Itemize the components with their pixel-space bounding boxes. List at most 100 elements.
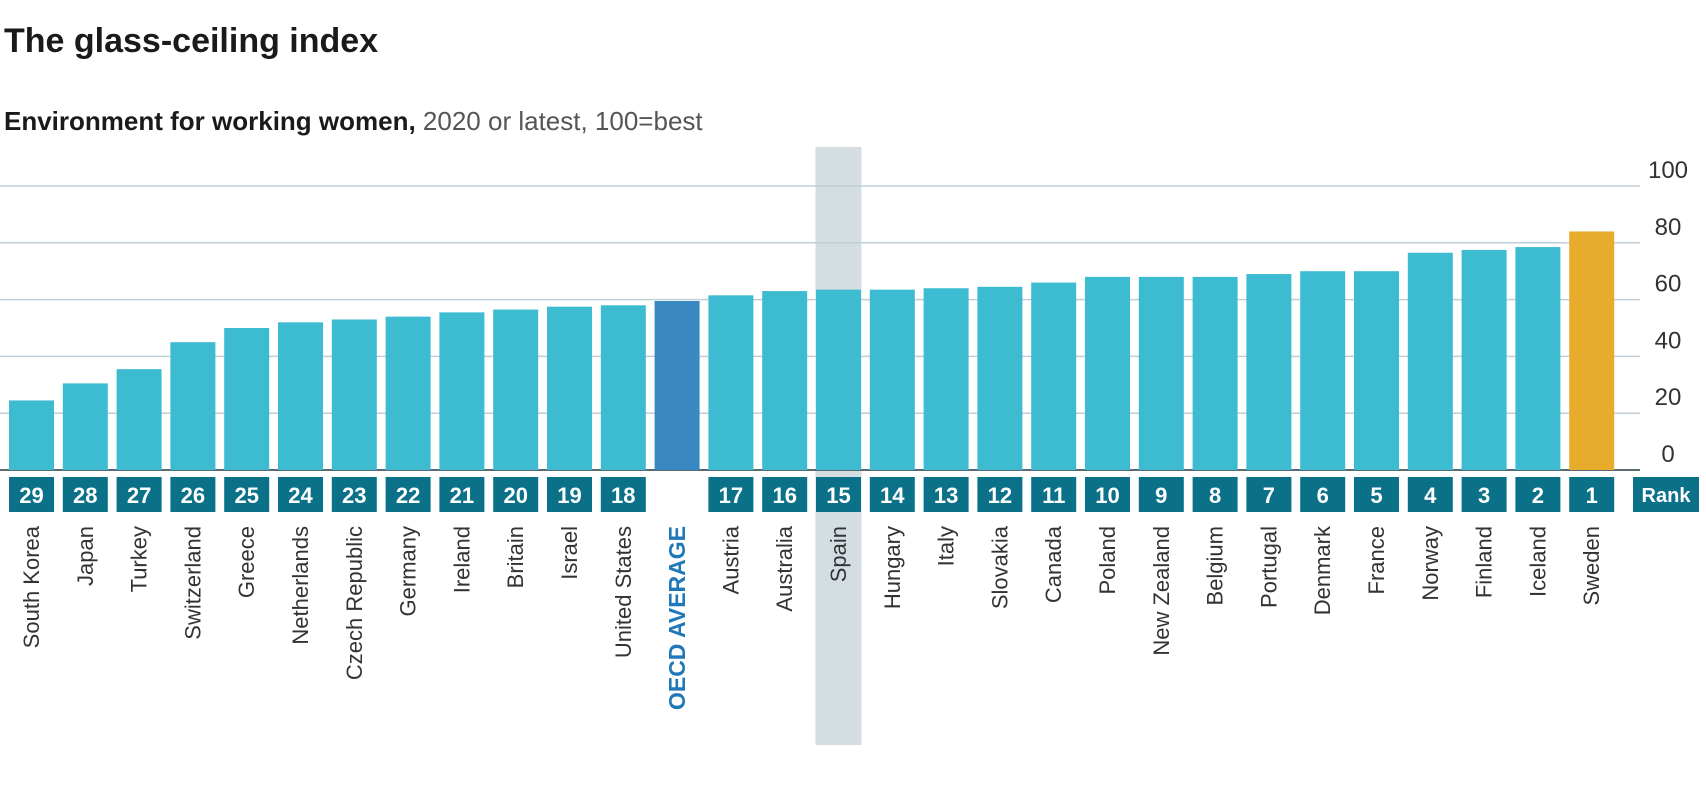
bar [923,288,969,470]
rank-label: 26 [181,483,205,508]
rank-box [923,477,969,512]
y-tick-label: 40 [1655,327,1682,354]
rank-label: 10 [1095,483,1119,508]
bar [116,369,162,470]
bar-layer [9,231,1615,470]
rank-legend-box [1633,477,1699,512]
rank-box [1300,477,1346,512]
rank-box [1192,477,1238,512]
bar [331,319,377,470]
rank-label: 4 [1424,483,1437,508]
bar [62,383,108,470]
bar [439,312,485,470]
bar [224,328,270,470]
bar [977,286,1023,470]
category-label: Canada [1041,525,1066,603]
y-tick-label: 20 [1655,384,1682,411]
category-label: Netherlands [288,526,313,645]
category-label: New Zealand [1149,526,1174,656]
rank-box [708,477,754,512]
rank-box [385,477,431,512]
rank-label: 12 [988,483,1012,508]
bar [1192,276,1238,470]
tick-layer: 0 20 40 60 80 100 [1648,157,1688,468]
category-label: Spain [826,526,851,582]
rank-box [1354,477,1399,512]
rank-label: 14 [880,483,905,508]
category-label: France [1364,526,1389,594]
category-label: OECD AVERAGE [664,526,690,710]
rank-label: 13 [934,483,958,508]
category-label: Portugal [1256,526,1281,608]
rank-label: 6 [1317,483,1329,508]
category-label: United States [611,526,636,658]
bar [1354,271,1399,470]
rank-box [1407,477,1453,512]
bar [1515,247,1561,470]
rank-box [1031,477,1077,512]
category-label: Britain [503,526,528,588]
bar [1300,271,1346,470]
category-label: Ireland [449,526,474,593]
category-label: Slovakia [987,525,1012,609]
rank-box [1246,477,1292,512]
rank-label: 2 [1532,483,1544,508]
bar [385,316,431,470]
rank-label: 17 [719,483,743,508]
y-tick-label: 60 [1655,271,1682,298]
category-label: Denmark [1310,525,1335,615]
category-label: Germany [396,526,421,616]
category-label: Israel [557,526,582,580]
rank-box [547,477,592,512]
bar [708,295,754,470]
bar [1031,282,1077,470]
rank-box [493,477,539,512]
rank-box [170,477,216,512]
y-tick-label: 100 [1648,157,1688,184]
rank-box [331,477,377,512]
category-label: Australia [772,525,797,611]
rank-box [9,477,54,512]
rank-box [1515,477,1561,512]
rank-label: 8 [1209,483,1221,508]
rank-box [762,477,808,512]
rank-label: 28 [73,483,97,508]
bar [762,291,808,470]
bar [1085,276,1130,470]
rank-label: 20 [503,483,527,508]
bar [1138,276,1184,470]
rank-label: 25 [234,483,258,508]
bar [600,305,646,470]
bar [493,309,539,470]
rank-label: 23 [342,483,366,508]
category-label: South Korea [19,525,44,648]
category-label: Norway [1418,526,1443,601]
rank-box [224,477,270,512]
bar [654,301,700,470]
category-label: Finland [1472,526,1497,598]
bar [170,342,216,470]
rank-box [977,477,1023,512]
bar [1407,252,1453,470]
rank-label: 27 [127,483,151,508]
category-label: Hungary [880,526,905,609]
rank-label: 19 [557,483,581,508]
rank-box [1569,477,1615,512]
rank-box [1085,477,1130,512]
label-layer: South Korea Japan Turkey Switzerland Greece N… [19,525,1604,710]
rank-label: 21 [450,483,474,508]
rank-box [116,477,162,512]
category-label: Iceland [1525,526,1550,597]
bar [547,306,592,470]
rank-label: 5 [1370,483,1382,508]
rank-box [278,477,323,512]
chart-title: The glass-ceiling index [4,22,379,60]
category-label: Turkey [127,526,152,592]
category-label: Sweden [1579,526,1604,606]
rank-label: 15 [826,483,850,508]
bar [1461,249,1507,470]
category-label: Czech Republic [342,526,367,680]
category-label: Greece [234,526,259,598]
rank-label: 7 [1263,483,1275,508]
